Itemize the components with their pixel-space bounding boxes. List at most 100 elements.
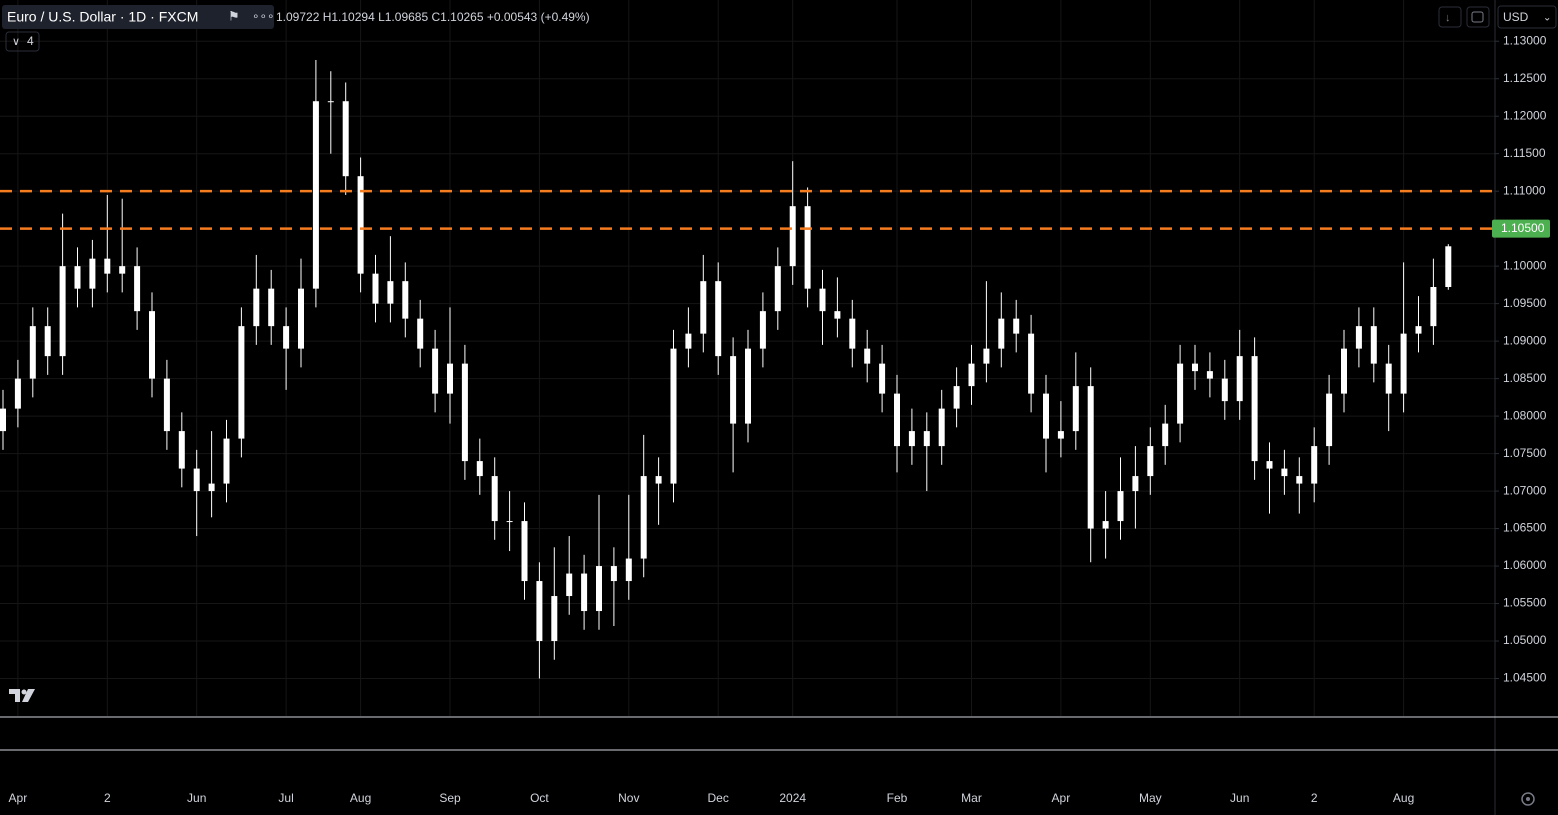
candle-body xyxy=(119,266,126,274)
candle-body xyxy=(566,573,573,597)
candle-body xyxy=(476,461,483,477)
candle-body xyxy=(938,408,945,447)
candle-body xyxy=(298,288,304,349)
candle-body xyxy=(1192,363,1198,372)
candle-body xyxy=(715,281,722,357)
candle-body xyxy=(387,281,394,304)
candle-body xyxy=(745,348,751,424)
candle-body xyxy=(14,378,21,409)
x-tick-label: May xyxy=(1139,791,1162,805)
y-tick-label: 1.06500 xyxy=(1503,521,1547,535)
candle-body xyxy=(1072,386,1079,432)
candle-body xyxy=(1251,356,1258,462)
candle-body xyxy=(1400,333,1407,394)
candle-body xyxy=(506,521,513,523)
indicator-toggle[interactable] xyxy=(5,31,40,52)
candle-body xyxy=(968,363,975,387)
more-icon[interactable]: ∘∘∘ xyxy=(252,9,275,23)
candle-body xyxy=(610,566,617,582)
candle-body xyxy=(44,326,51,357)
price-tag-label: 1.10500 xyxy=(1501,221,1545,235)
candle-body xyxy=(670,348,677,484)
candle-body xyxy=(1013,318,1020,334)
candle-body xyxy=(163,378,170,432)
candle-body xyxy=(581,573,588,612)
x-tick-label: 2 xyxy=(104,791,111,805)
price-tag xyxy=(1492,219,1550,238)
y-tick-label: 1.12500 xyxy=(1503,71,1547,85)
download-button[interactable] xyxy=(1438,6,1462,28)
x-tick-label: Aug xyxy=(1393,791,1414,805)
candle-body xyxy=(774,266,781,312)
candle-body xyxy=(1445,246,1452,287)
candle-body xyxy=(1430,286,1437,327)
candle-body xyxy=(0,408,6,432)
candle-body xyxy=(998,318,1005,349)
currency-select[interactable] xyxy=(1497,5,1557,29)
candle-body xyxy=(461,363,468,462)
candle-body xyxy=(983,348,990,364)
candle-body xyxy=(417,318,424,349)
y-tick-label: 1.04500 xyxy=(1503,671,1547,685)
candle-body xyxy=(1355,326,1362,349)
y-tick-label: 1.12000 xyxy=(1503,108,1547,122)
candle-body xyxy=(1162,423,1169,447)
candle-body xyxy=(551,596,558,642)
symbol-box[interactable] xyxy=(2,5,274,29)
y-tick-label: 1.07000 xyxy=(1503,483,1547,497)
settings-icon-core xyxy=(1526,797,1530,801)
x-tick-label: Feb xyxy=(887,791,908,805)
y-tick-label: 1.11000 xyxy=(1503,183,1546,197)
x-tick-label: Sep xyxy=(439,791,461,805)
x-tick-label: 2 xyxy=(1311,791,1318,805)
x-tick-label: Jun xyxy=(187,791,206,805)
flag-icon[interactable]: ⚑ xyxy=(228,8,240,23)
candle-body xyxy=(1117,491,1124,522)
candle-body xyxy=(879,363,886,394)
candle-body xyxy=(1102,521,1109,529)
x-tick-label: Mar xyxy=(961,791,982,805)
y-tick-label: 1.08000 xyxy=(1503,408,1547,422)
candle-body xyxy=(1236,356,1243,402)
candle-body xyxy=(1177,363,1184,424)
candle-body xyxy=(908,431,915,447)
candle-body xyxy=(923,431,930,447)
candle-body xyxy=(491,476,498,522)
candle-body xyxy=(178,431,185,469)
currency-chevron: ⌄ xyxy=(1543,13,1551,24)
candle-body xyxy=(640,476,647,559)
candle-body xyxy=(74,266,81,289)
candles xyxy=(0,59,1452,679)
candle-body xyxy=(104,258,111,274)
candle-body xyxy=(238,326,245,439)
candle-body xyxy=(402,281,409,319)
x-tick-label: Dec xyxy=(708,791,729,805)
grid xyxy=(0,0,1495,716)
candle-body xyxy=(1415,326,1422,334)
candle-body xyxy=(432,348,439,394)
candle-body xyxy=(700,281,707,334)
x-tick-label: 2024 xyxy=(779,791,806,805)
candle-body xyxy=(89,258,96,289)
x-tick-label: Apr xyxy=(9,791,28,805)
candle-body xyxy=(1281,468,1288,477)
candle-body xyxy=(834,311,841,319)
candle-body xyxy=(655,476,662,484)
candle-body xyxy=(1296,476,1303,484)
candle-body xyxy=(1028,333,1035,394)
candle-body xyxy=(789,206,796,267)
ohlc-values: 1.09722 H1.10294 L1.09685 C1.10265 +0.00… xyxy=(276,10,590,24)
fullscreen-button[interactable] xyxy=(1466,6,1490,28)
candle-body xyxy=(759,311,766,349)
chevron: ∨ xyxy=(12,36,20,48)
x-tick-label: Jul xyxy=(278,791,293,805)
candle-body xyxy=(1385,363,1392,394)
x-tick-label: Aug xyxy=(350,791,371,805)
symbol-title: Euro / U.S. Dollar · 1D · FXCM xyxy=(7,9,198,25)
candle-body xyxy=(1311,446,1318,484)
candle-body xyxy=(894,393,900,447)
settings-icon[interactable] xyxy=(1521,792,1535,806)
candle-body xyxy=(193,468,200,492)
